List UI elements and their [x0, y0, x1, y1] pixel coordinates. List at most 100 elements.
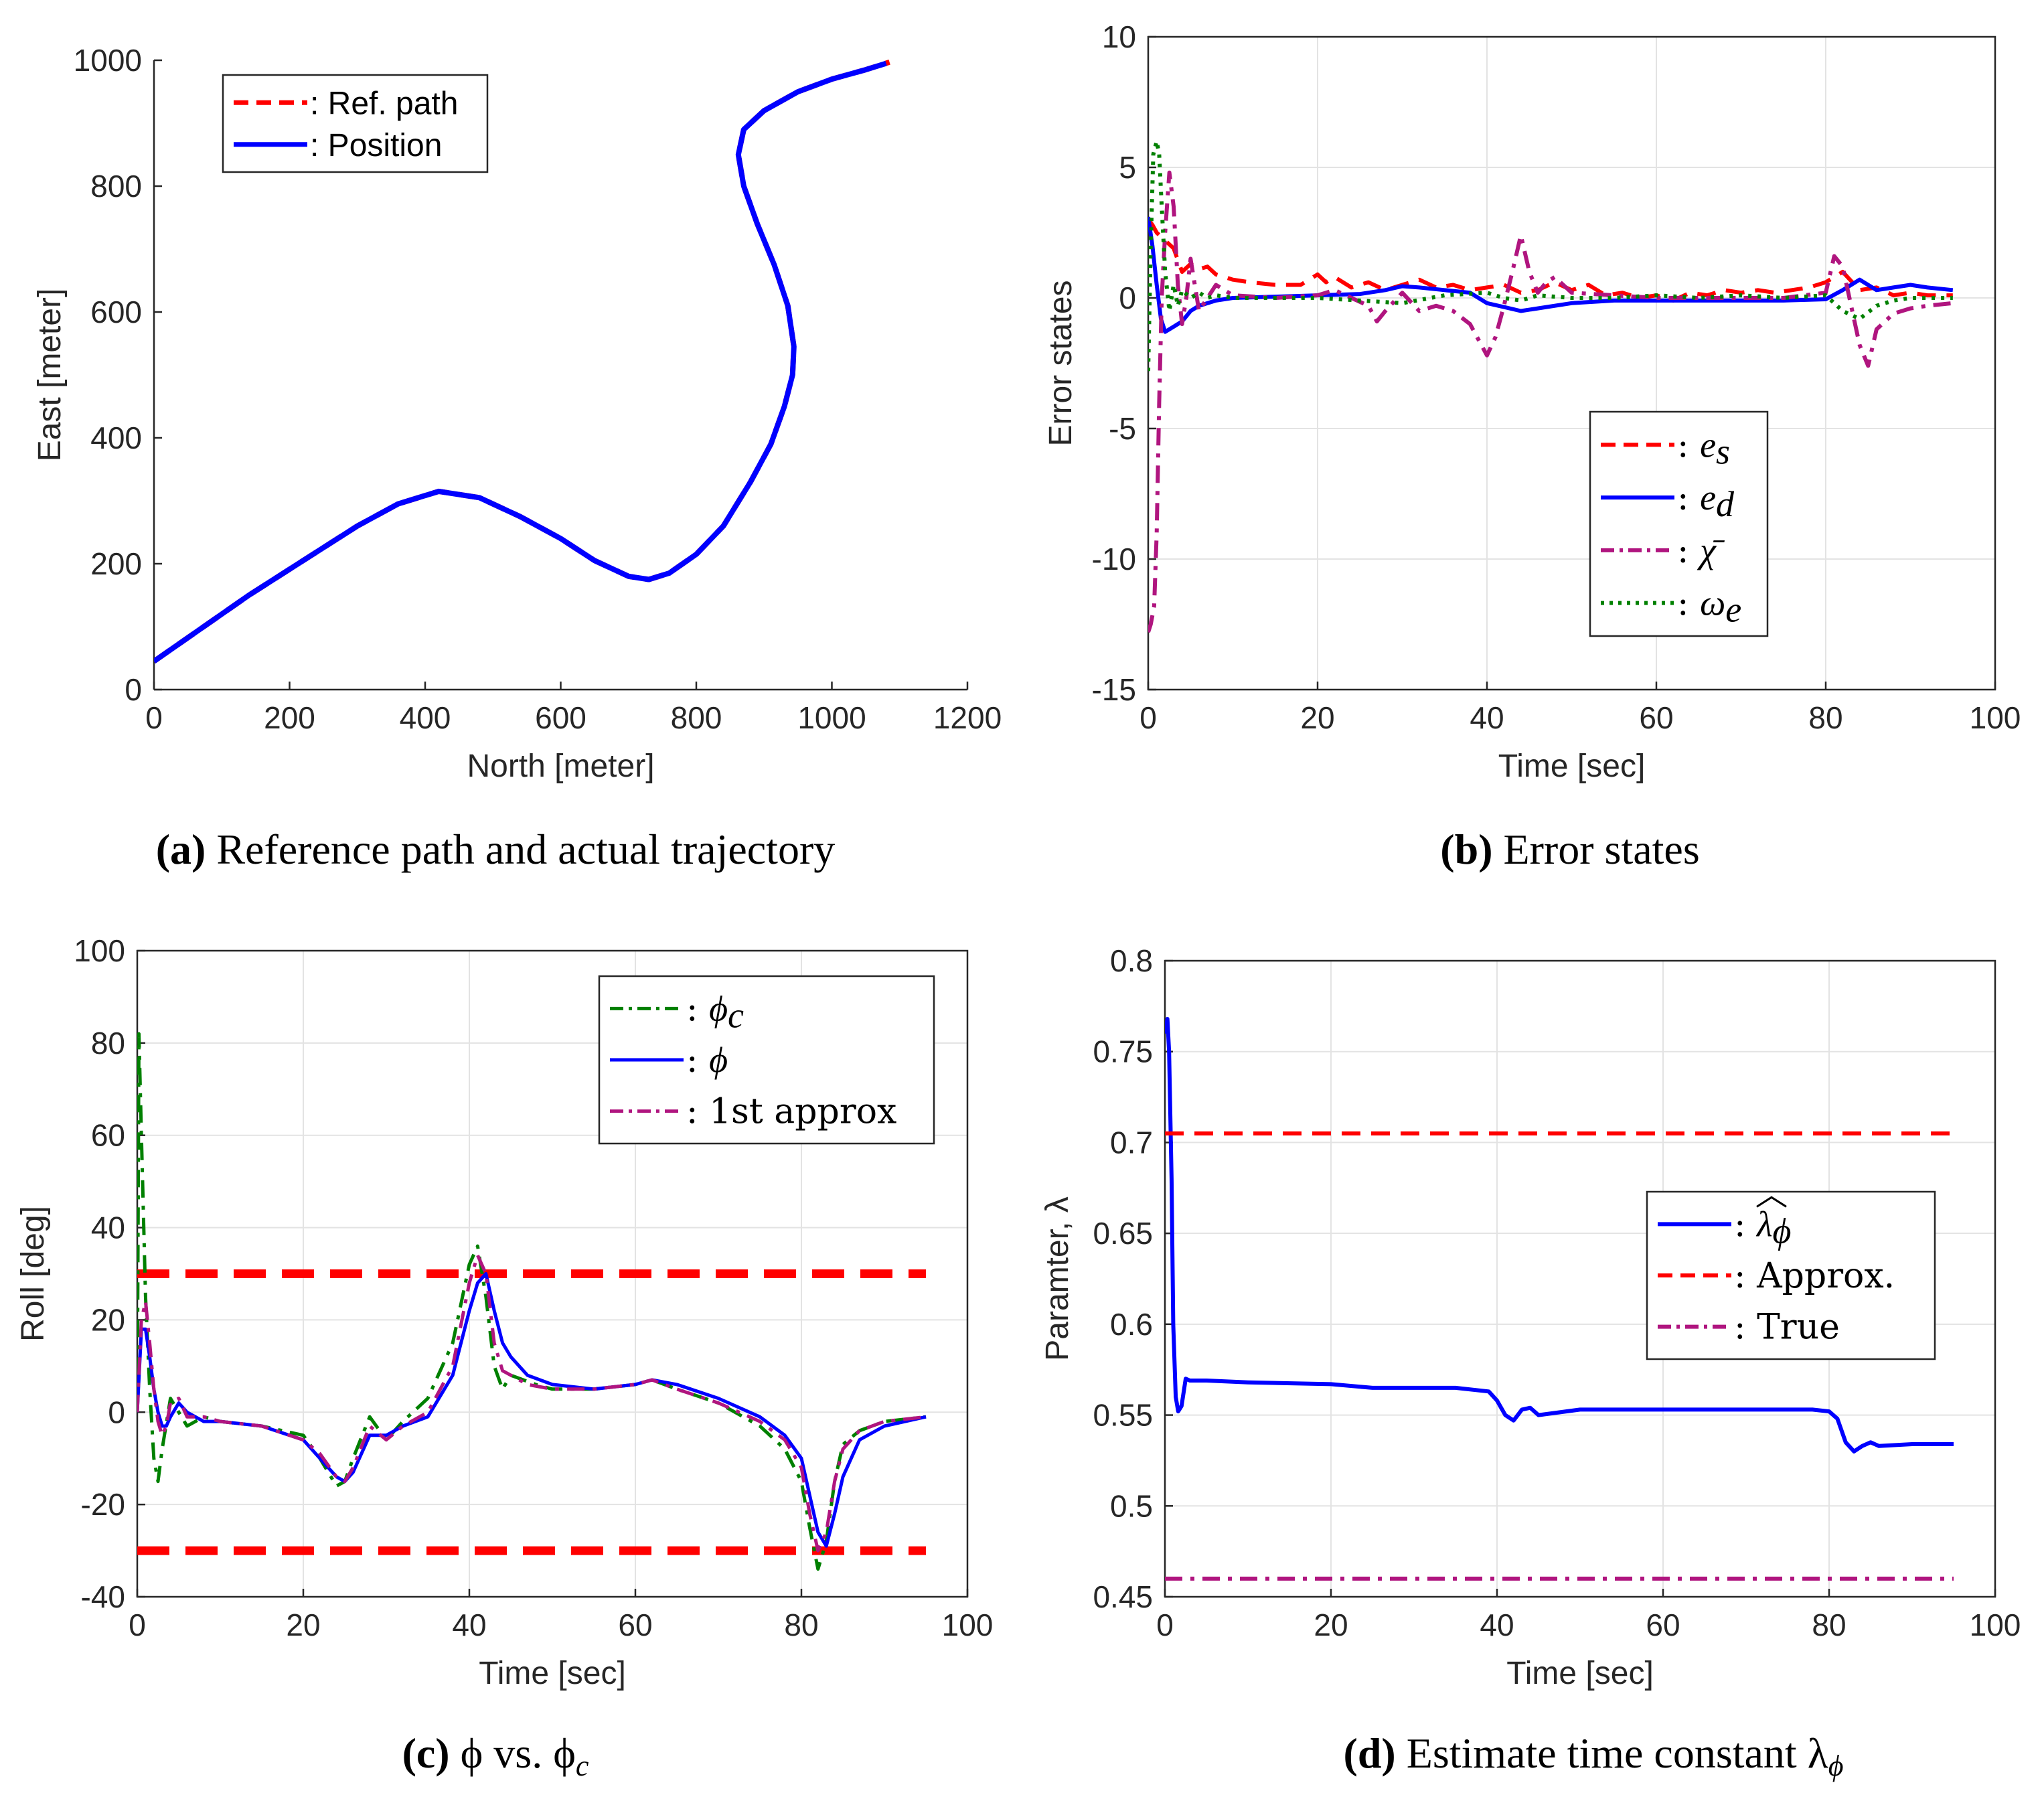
caption-letter: (d) [1344, 1729, 1407, 1777]
legend-label: : Approx. [1734, 1256, 1895, 1296]
legend-colon: : [686, 989, 709, 1029]
y-tick-label: -40 [81, 1579, 125, 1614]
x-tick-label: 600 [535, 700, 586, 735]
y-tick-label: 0.55 [1093, 1398, 1153, 1433]
panels: 0 200 400 600 800 1000 120002004006008001000No… [15, 19, 2021, 1782]
legend-symbol: ϕ [709, 1040, 728, 1080]
y-tick-label: 0.8 [1110, 943, 1153, 978]
legend-label: : Ref. path [310, 86, 458, 121]
legend-symbol: e [1700, 477, 1716, 518]
legend-symbol: 1st approx [709, 1092, 896, 1132]
x-tick-label: 20 [1300, 700, 1334, 735]
legend-label: : ωe [1677, 583, 1741, 630]
caption-letter: (c) [402, 1729, 461, 1777]
legend-symbol: ω [1700, 583, 1725, 623]
x-tick-label: 80 [1808, 700, 1842, 735]
legend-symbol: e [1700, 424, 1716, 465]
x-tick-label: 1200 [933, 700, 1002, 735]
series-line-chi-bar [1148, 170, 1954, 633]
x-tick-label: 1000 [797, 700, 866, 735]
legend-symbol: Approx. [1756, 1256, 1895, 1296]
legend-subscript: e [1725, 590, 1741, 630]
y-tick-label: 400 [90, 420, 142, 455]
axes-box [1147, 35, 1996, 691]
x-tick-label: 40 [1470, 700, 1504, 735]
legend: : es: ed: χ̄: ωe [1589, 410, 1769, 637]
y-tick-label: -15 [1092, 672, 1136, 707]
x-tick-label: 400 [400, 700, 451, 735]
y-tick-label: -20 [81, 1487, 125, 1522]
legend-colon: : [1677, 531, 1700, 571]
caption: (d) Estimate time constant λϕ [1344, 1729, 1844, 1782]
x-axis-label: North [meter] [467, 749, 654, 784]
caption: (b) Error states [1440, 826, 1699, 873]
x-tick-label: 0 [1156, 1608, 1174, 1642]
legend-subscript: d [1716, 484, 1735, 524]
y-axis-label: Paramter, λ [1040, 1196, 1075, 1360]
legend-box [1646, 1190, 1936, 1360]
x-tick-label: 80 [784, 1608, 818, 1642]
legend-symbol: ϕ [709, 988, 728, 1028]
series-line-1st-approx [137, 1253, 927, 1553]
series-line-phi [137, 1272, 927, 1548]
panel-c: 0 20 40 60 80 100 -40 -20 0 20 40 60 80 100 Time [sec]… [15, 933, 993, 1782]
legend-colon: : [1734, 1256, 1757, 1296]
panel-a: 0 200 400 600 800 1000 1200 0 200 400 600 800 1000 No… [32, 43, 1002, 873]
y-tick-label: 600 [90, 295, 142, 329]
x-tick-label: 0 [145, 700, 163, 735]
caption: (a) Reference path and actual trajectory [156, 826, 836, 873]
y-axis-label: East [meter] [32, 289, 68, 462]
caption: (c) ϕ vs. ϕc [402, 1729, 589, 1782]
y-tick-label: 800 [90, 169, 142, 204]
y-tick-label: 100 [74, 933, 125, 968]
y-axis-label: Roll [deg] [15, 1206, 51, 1342]
y-tick-label: 0.45 [1093, 1579, 1153, 1614]
x-tick-label: 40 [452, 1608, 486, 1642]
y-tick-label: 0.7 [1110, 1125, 1153, 1160]
y-axis-label: Error states [1043, 280, 1079, 446]
legend-colon: : [686, 1092, 709, 1132]
legend-label: : ϕc [686, 988, 744, 1035]
axes-box [1164, 959, 1996, 1598]
legend-label: : ed [1677, 477, 1735, 524]
y-tick-label: 0 [125, 672, 142, 707]
caption-letter: (a) [156, 826, 217, 873]
legend: : λϕ: Approx.: True [1646, 1190, 1936, 1360]
caption-text: Error states [1504, 826, 1700, 873]
series-line-e-s [1148, 218, 1953, 303]
y-tick-label: 20 [91, 1302, 125, 1337]
x-tick-label: 100 [1970, 1608, 2021, 1642]
legend-label: : λϕ [1734, 1204, 1791, 1251]
y-tick-label: 40 [91, 1210, 125, 1245]
legend-box [1589, 410, 1769, 637]
x-tick-label: 60 [1646, 1608, 1680, 1642]
y-tick-label: 0.6 [1110, 1307, 1153, 1342]
y-tick-label: 0 [108, 1395, 125, 1429]
x-tick-label: 20 [1314, 1608, 1348, 1642]
x-tick-label: 100 [942, 1608, 994, 1642]
x-tick-label: 200 [264, 700, 315, 735]
legend-box [222, 74, 489, 173]
x-tick-label: 0 [129, 1608, 146, 1642]
y-tick-label: 0.75 [1093, 1034, 1153, 1069]
series-line-lambda-hat-phi [1165, 1016, 1954, 1454]
y-tick-label: 200 [90, 546, 142, 581]
x-tick-label: 80 [1812, 1608, 1846, 1642]
caption-subscript: ϕ [1828, 1749, 1844, 1782]
x-tick-label: 40 [1480, 1608, 1514, 1642]
legend-label: : Position [310, 128, 442, 163]
y-tick-label: 1000 [74, 43, 142, 78]
y-tick-label: 0.65 [1093, 1216, 1153, 1251]
legend-subscript: s [1716, 431, 1730, 471]
caption-text: ϕ vs. ϕ [461, 1729, 576, 1777]
panel-d: 0 20 40 60 80 100 0.45 0.5 0.55 0.6 0.65 0.7 0.75 0.8… [1040, 943, 2021, 1782]
y-tick-label: 10 [1102, 19, 1136, 54]
legend-colon: : [1677, 478, 1700, 518]
y-tick-label: -10 [1092, 542, 1136, 576]
y-tick-label: 0 [1119, 281, 1136, 315]
legend-colon: : [1677, 425, 1700, 465]
x-tick-label: 100 [1970, 700, 2021, 735]
legend-colon: : [1734, 1204, 1757, 1245]
